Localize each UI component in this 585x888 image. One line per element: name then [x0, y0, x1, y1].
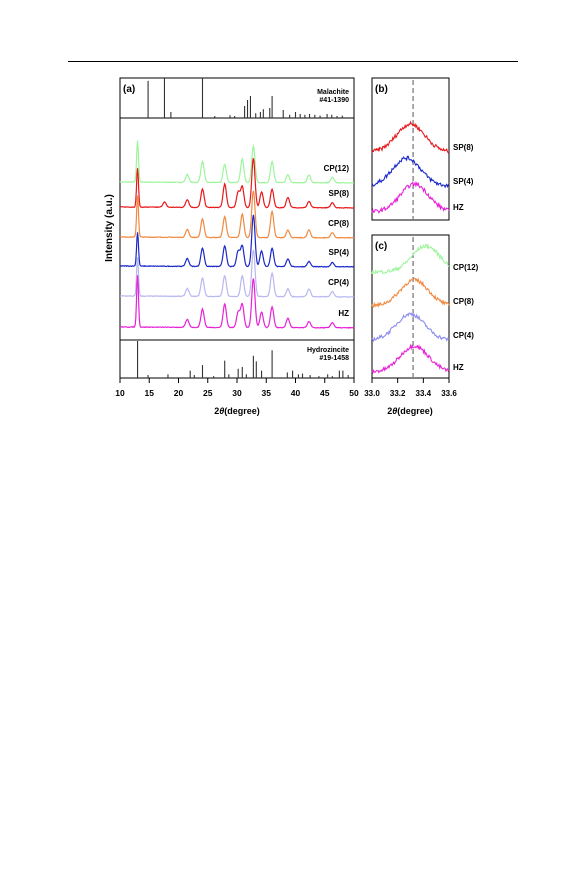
x-tick-label: 20 [174, 388, 184, 398]
panel-a-main-frame [119, 117, 355, 341]
series-label: SP(4) [329, 248, 350, 257]
malachite-card: #41-1390 [319, 97, 349, 104]
series-label: SP(8) [453, 143, 474, 152]
x-tick-label: 33.4 [416, 389, 432, 398]
malachite-reference-bars [147, 78, 343, 118]
zoom-series-sp4 [371, 155, 450, 189]
hydrozincite-name: Hydrozincite [307, 347, 349, 354]
panel-c-series-labels: CP(12) CP(8) CP(4) HZ [453, 263, 479, 372]
series-label: SP(4) [453, 177, 474, 186]
panel-a-x-ticks: 10 15 20 25 30 35 40 45 50 [115, 378, 359, 398]
hydrozincite-reference-bars [137, 341, 349, 378]
zoom-series-cp8 [371, 277, 450, 308]
zoom-series-sp8 [371, 120, 450, 154]
zoom-series-hz [371, 181, 450, 214]
series-label: CP(8) [328, 219, 349, 228]
zoom-series-hz [371, 343, 450, 375]
panel-a-label: (a) [123, 84, 135, 95]
xrd-series-cp12 [119, 140, 355, 184]
panel-b-series [371, 120, 450, 214]
panel-b: SP(8) SP(4) HZ (b) [371, 77, 474, 221]
malachite-name: Malachite [317, 89, 349, 96]
panel-c-frame [371, 234, 450, 379]
xrd-series-hz [119, 275, 355, 329]
x-tick-label: 40 [291, 388, 301, 398]
x-tick-label: 50 [349, 388, 359, 398]
panel-c: CP(12)CP(8)CP(4)HZ 33.0 33.2 33.4 33.6 (c) … [364, 234, 479, 416]
x-tick-label: 10 [115, 388, 125, 398]
x-tick-label: 25 [203, 388, 213, 398]
panel-b-frame [371, 77, 450, 221]
panel-c-label: (c) [375, 241, 387, 252]
panel-a-y-axis-label: Intensity (a.u.) [104, 194, 115, 262]
x-tick-label: 33.6 [441, 389, 457, 398]
page-header-rule [68, 61, 518, 62]
x-tick-label: 35 [262, 388, 272, 398]
zoom-series-cp4 [371, 311, 450, 343]
series-label: CP(4) [453, 331, 474, 340]
hydrozincite-card: #19-1458 [319, 355, 349, 362]
panel-a: CP(12) SP(8) CP(8) SP(4) CP(4) HZ 10 15 20 25 30 3… [104, 77, 359, 416]
x-tick-label: 33.2 [390, 389, 406, 398]
panel-c-series [371, 243, 450, 375]
series-label: CP(4) [328, 278, 349, 287]
panel-a-series-labels: CP(12) SP(8) CP(8) SP(4) CP(4) HZ [324, 164, 350, 318]
panel-c-x-ticks: 33.0 33.2 33.4 33.6 [364, 378, 457, 398]
x-tick-label: 30 [232, 388, 242, 398]
xrd-series-sp8 [119, 158, 355, 209]
x-tick-label: 45 [320, 388, 330, 398]
series-label: SP(8) [329, 189, 350, 198]
zoom-series-cp12 [371, 243, 450, 275]
series-label: HZ [453, 203, 464, 212]
series-label: CP(12) [453, 263, 479, 272]
series-label: CP(12) [324, 164, 350, 173]
xrd-series-sp4 [119, 214, 355, 268]
panel-b-label: (b) [375, 84, 388, 95]
panel-a-x-axis-label: 2θ(degree) [214, 406, 260, 416]
series-label: HZ [338, 309, 349, 318]
panel-b-series-labels: SP(8) SP(4) HZ [453, 143, 474, 212]
xrd-series-cp4 [119, 249, 355, 298]
xrd-series-cp8 [119, 190, 355, 239]
x-tick-label: 15 [145, 388, 155, 398]
panel-c-x-axis-label: 2θ(degree) [387, 406, 433, 416]
series-label: CP(8) [453, 297, 474, 306]
x-tick-label: 33.0 [364, 389, 380, 398]
panel-a-series [119, 140, 355, 329]
series-label: HZ [453, 363, 464, 372]
